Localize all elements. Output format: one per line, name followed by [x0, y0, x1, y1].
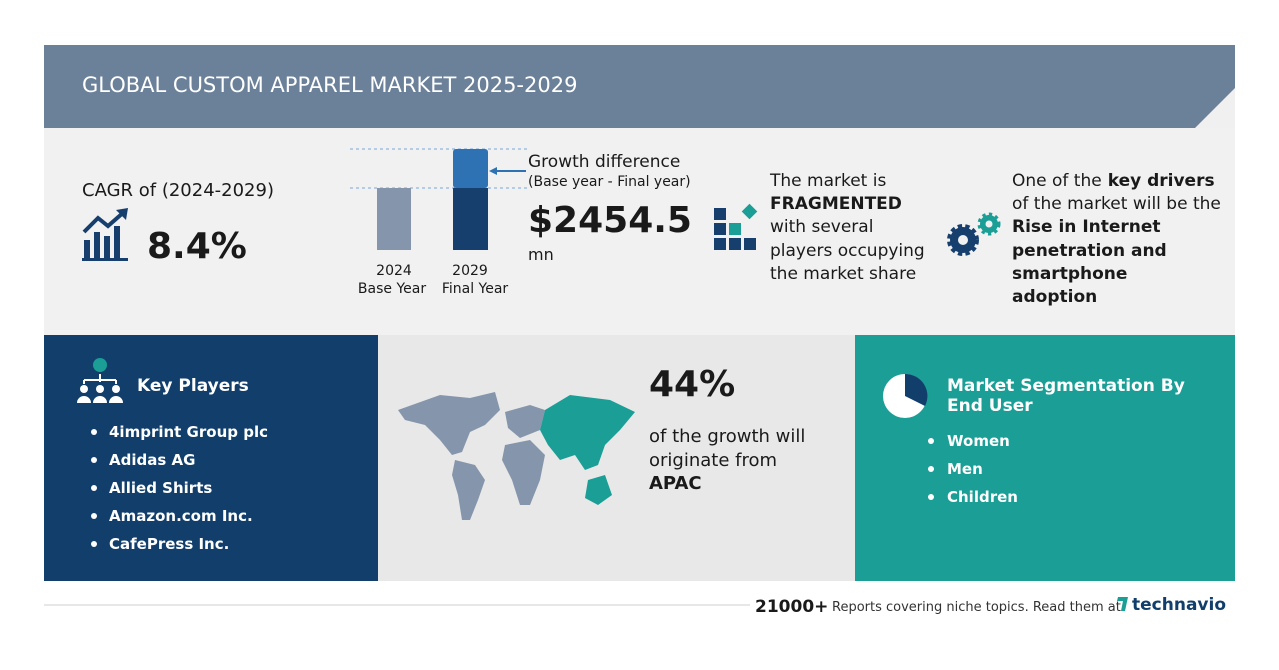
cagr-icon: [82, 208, 128, 261]
player-name: Adidas AG: [109, 451, 195, 469]
region-panel: [378, 335, 855, 581]
player-name: Amazon.com Inc.: [109, 507, 253, 525]
header-title: GLOBAL CUSTOM APPAREL MARKET 2025-2029: [82, 73, 577, 97]
drivers-text: penetration and: [1012, 241, 1167, 261]
players-title: Key Players: [137, 376, 249, 396]
market-text: the market share: [770, 264, 916, 284]
segment-list: Women Men Children: [928, 432, 1018, 506]
drivers-text: One of the: [1012, 171, 1102, 191]
header-corner: [1195, 88, 1235, 128]
drivers-text: key drivers: [1108, 171, 1215, 191]
fragment-icon: [714, 203, 758, 250]
bullet: [928, 466, 934, 472]
bullet: [91, 541, 97, 547]
growth-label: Growth difference: [528, 152, 680, 172]
bullet: [91, 457, 97, 463]
region-text: APAC: [649, 473, 702, 494]
footer-brand: technavio: [1132, 595, 1226, 615]
segment-item: Men: [947, 460, 983, 478]
region-text: of the growth will: [649, 426, 805, 447]
footer-text: Reports covering niche topics. Read them…: [832, 600, 1121, 615]
players-icon: [77, 358, 123, 403]
drivers-text: adoption: [1012, 287, 1097, 307]
segment-title: Market Segmentation By: [947, 376, 1185, 396]
drivers-text: Rise in Internet: [1012, 217, 1161, 237]
pie-icon: [883, 373, 928, 418]
growth-sublabel: (Base year - Final year): [528, 174, 691, 190]
bullet: [91, 429, 97, 435]
bullet: [928, 494, 934, 500]
market-text: with several: [770, 217, 873, 237]
segment-item: Women: [947, 432, 1010, 450]
final-year: 2029: [452, 263, 488, 279]
base-label: Base Year: [358, 281, 426, 297]
drivers-text: One of the key drivers: [1012, 171, 1215, 191]
growth-value: $2454.5: [528, 200, 692, 241]
final-bar: [453, 188, 488, 250]
bullet: [91, 513, 97, 519]
market-text: players occupying: [770, 241, 925, 261]
segment-title: End User: [947, 396, 1033, 416]
market-text: FRAGMENTED: [770, 194, 902, 214]
player-name: 4imprint Group plc: [109, 423, 268, 441]
growth-bar-top: [453, 149, 488, 188]
cagr-value: 8.4%: [147, 226, 247, 267]
bullet: [91, 485, 97, 491]
final-label: Final Year: [442, 281, 509, 297]
segment-panel: [855, 335, 1235, 581]
region-text: originate from: [649, 450, 777, 471]
players-list: 4imprint Group plc Adidas AG Allied Shirts…: [91, 423, 268, 553]
region-value: 44%: [649, 364, 735, 405]
footer-count: 21000+: [755, 597, 828, 617]
player-name: Allied Shirts: [109, 479, 212, 497]
market-text: The market is: [769, 171, 886, 191]
brand-icon: [1117, 597, 1128, 611]
gears-icon: [947, 212, 1001, 256]
cagr-label: CAGR of (2024-2029): [82, 180, 274, 201]
world-map: [398, 392, 635, 520]
base-year: 2024: [376, 263, 412, 279]
drivers-text: smartphone: [1012, 264, 1127, 284]
bullet: [928, 438, 934, 444]
header-band: [44, 45, 1235, 128]
drivers-text: of the market will be the: [1012, 194, 1221, 214]
player-name: CafePress Inc.: [109, 535, 229, 553]
arrow-head: [489, 167, 497, 175]
base-bar: [377, 188, 411, 250]
segment-item: Children: [947, 488, 1018, 506]
growth-unit: mn: [528, 245, 554, 264]
summary-band: [44, 128, 1235, 335]
